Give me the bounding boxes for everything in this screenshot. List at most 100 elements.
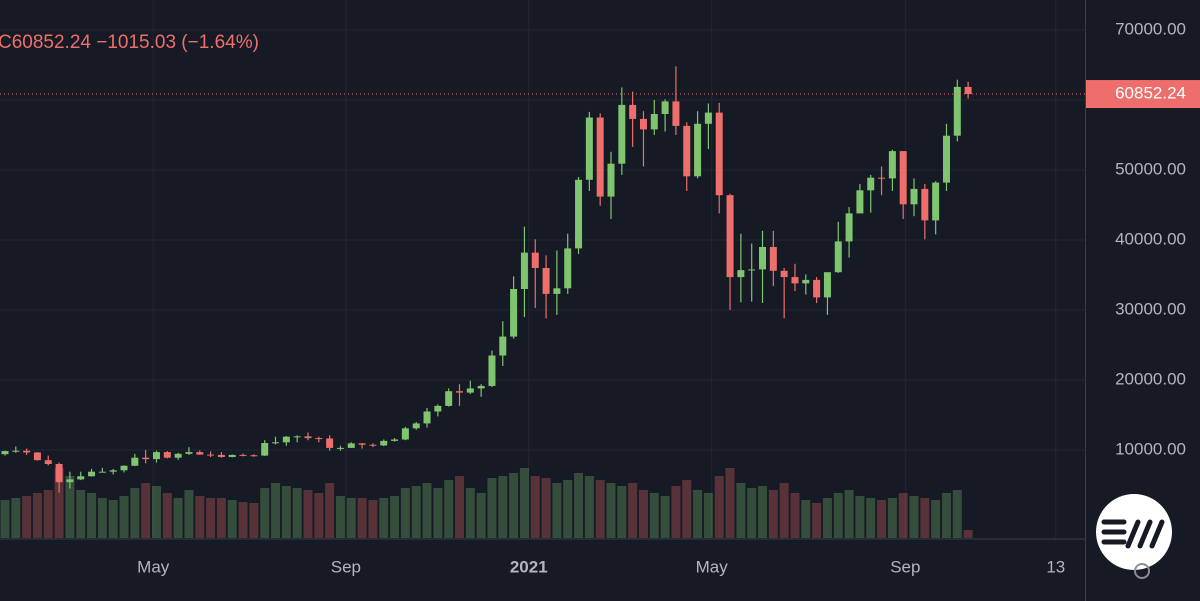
candle-body: [304, 436, 312, 439]
volume-bar: [87, 493, 97, 538]
volume-bar: [444, 480, 454, 538]
candle-body: [510, 289, 518, 337]
candle-body: [878, 177, 886, 179]
candle-body: [899, 151, 907, 205]
volume-bar: [628, 483, 638, 538]
volume-bar: [931, 500, 941, 538]
volume-bar: [941, 493, 951, 538]
candle-body: [88, 471, 96, 477]
candle-body: [520, 252, 528, 289]
volume-bar: [725, 468, 735, 538]
candle-body: [185, 452, 193, 454]
x-tick-label: Sep: [890, 557, 920, 576]
volume-bar: [260, 488, 270, 538]
candle-body: [282, 436, 290, 443]
candle-body: [607, 163, 615, 197]
logo-mark: [1101, 519, 1165, 549]
volume-bar: [422, 483, 432, 538]
candle-body: [575, 179, 583, 249]
volume-bar: [693, 490, 703, 538]
volume-bar: [130, 488, 140, 538]
volume-bar: [476, 493, 486, 538]
volume-bar: [335, 496, 345, 538]
candle-body: [98, 471, 106, 473]
volume-bar: [714, 476, 724, 538]
candle-body: [163, 452, 171, 458]
candle-body: [239, 454, 247, 456]
candle-body: [228, 454, 236, 457]
volume-bar: [855, 496, 865, 538]
volume-bar: [173, 498, 183, 538]
volume-bar: [379, 498, 389, 538]
candle-body: [813, 279, 821, 298]
volume-bar: [898, 493, 908, 538]
candle-body: [639, 118, 647, 130]
candle-body: [737, 270, 745, 278]
volume-bar: [314, 493, 324, 538]
candle-body: [759, 247, 767, 270]
candle-body: [823, 272, 831, 298]
volume-bar: [22, 496, 32, 538]
candle-body: [542, 268, 550, 294]
volume-bar: [563, 480, 573, 538]
volume-bar: [303, 490, 313, 538]
candle-body: [466, 388, 474, 393]
candle-body: [412, 423, 420, 429]
candle-body: [152, 452, 160, 460]
y-tick-label: 70000.00: [1115, 19, 1186, 38]
candle-body: [174, 453, 182, 458]
volume-bar: [877, 500, 887, 538]
candle-body: [434, 405, 442, 412]
volume-bar: [509, 473, 519, 538]
volume-bar: [454, 476, 464, 538]
volume-bar: [703, 493, 713, 538]
volume-bar: [32, 493, 42, 538]
x-tick-label: Sep: [331, 557, 361, 576]
candle-body: [531, 252, 539, 268]
volume-bar: [649, 493, 659, 538]
candle-body: [131, 457, 139, 466]
candle-body: [347, 443, 355, 448]
candle-body: [23, 450, 31, 453]
volume-bar: [617, 486, 627, 538]
candle-body: [488, 355, 496, 386]
volume-bar: [216, 498, 226, 538]
candle-body: [477, 385, 485, 389]
volume-bar: [660, 496, 670, 538]
volume-bar: [736, 483, 746, 538]
candle-body: [834, 241, 842, 273]
x-tick-label: 2021: [510, 557, 548, 576]
volume-bar: [812, 503, 822, 538]
volume-bar: [552, 483, 562, 538]
candle-body: [694, 123, 702, 177]
volume-bar: [887, 498, 897, 538]
candle-body: [650, 114, 658, 130]
volume-bar: [119, 496, 129, 538]
volume-bar: [801, 500, 811, 538]
candle-body: [44, 460, 52, 464]
volume-bar: [844, 490, 854, 538]
candle-body: [867, 177, 875, 191]
y-tick-label: 20000.00: [1115, 369, 1186, 388]
last-price-label: 60852.24: [1115, 84, 1186, 103]
candle-body: [618, 104, 626, 164]
candle-body: [120, 465, 128, 471]
volume-bar: [758, 486, 768, 538]
candle-body: [726, 195, 734, 278]
volume-bar: [162, 493, 172, 538]
volume-bar: [249, 503, 259, 538]
volume-bar: [671, 486, 681, 538]
volume-bar: [790, 493, 800, 538]
volume-bar: [281, 486, 291, 538]
candle-body: [55, 464, 63, 483]
candle-body: [293, 436, 301, 438]
candle-body: [391, 439, 399, 441]
volume-bar: [227, 500, 237, 538]
y-tick-label: 30000.00: [1115, 299, 1186, 318]
candle-body: [109, 470, 117, 472]
volume-bar: [76, 490, 86, 538]
grid: [0, 0, 1085, 538]
x-tick-label: May: [137, 557, 170, 576]
candle-body: [217, 454, 225, 457]
candle-body: [326, 438, 334, 448]
